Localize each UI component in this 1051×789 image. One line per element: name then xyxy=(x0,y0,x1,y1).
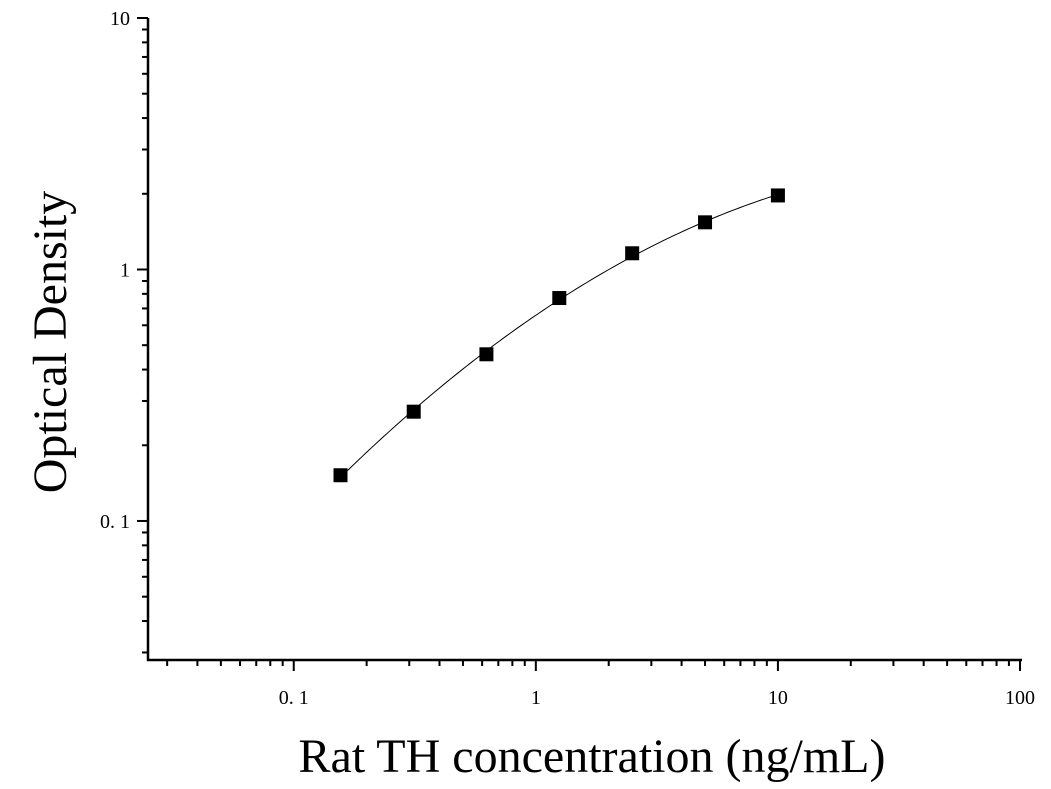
y-tick-label: 10 xyxy=(110,8,130,30)
x-axis-tick-labels: 0. 1 1 10 100 xyxy=(279,687,1035,709)
y-tick-label: 0. 1 xyxy=(100,511,130,533)
data-point xyxy=(770,188,785,203)
x-tick-label: 1 xyxy=(531,687,541,709)
fit-curve xyxy=(340,194,779,478)
x-tick-label: 10 xyxy=(768,687,788,709)
data-point xyxy=(552,291,567,306)
y-tick-label: 1 xyxy=(120,259,130,281)
y-axis-ticks xyxy=(137,17,148,654)
data-point xyxy=(333,468,348,483)
data-point xyxy=(625,246,640,261)
data-point xyxy=(406,404,421,419)
x-axis-ticks xyxy=(166,660,1021,671)
y-axis-title: Optical Density xyxy=(24,191,77,494)
y-axis-tick-labels: 0. 1 1 10 xyxy=(100,8,130,533)
x-axis-title: Rat TH concentration (ng/mL) xyxy=(299,730,886,783)
data-point xyxy=(479,347,494,362)
x-tick-label: 100 xyxy=(1005,687,1035,709)
plot-axes xyxy=(146,18,1022,662)
data-markers xyxy=(333,188,785,483)
x-tick-label: 0. 1 xyxy=(279,687,309,709)
data-point xyxy=(698,215,713,230)
